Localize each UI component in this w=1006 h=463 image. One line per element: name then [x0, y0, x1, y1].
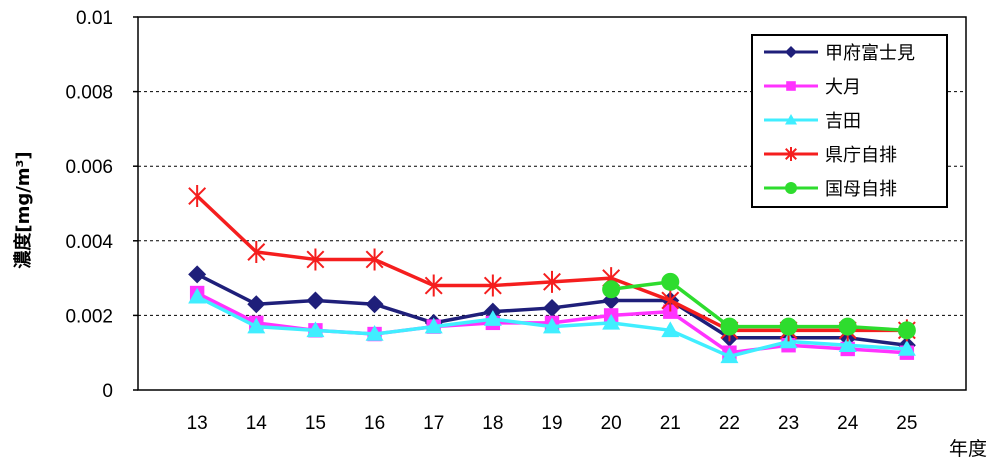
legend-marker: [785, 147, 797, 161]
data-point: [247, 295, 266, 314]
data-point: [188, 185, 207, 208]
data-point: [306, 321, 325, 338]
series-5: [602, 272, 916, 340]
legend-label: 大月: [825, 77, 861, 98]
y-tick-label: 0: [102, 381, 113, 402]
data-point: [483, 310, 502, 326]
legend-label: 甲府富士見: [825, 43, 915, 64]
legend-entry: 吉田: [764, 111, 861, 132]
legend-entry: 大月: [764, 77, 861, 98]
data-point: [365, 295, 384, 314]
x-tick-label: 19: [541, 413, 562, 434]
legend-marker: [785, 114, 797, 125]
data-point: [188, 287, 207, 304]
data-point: [663, 304, 678, 319]
data-point: [247, 317, 266, 334]
data-point: [306, 291, 325, 310]
data-point: [720, 347, 739, 364]
legend-marker: [786, 81, 796, 91]
data-point: [365, 248, 384, 271]
x-tick-label: 15: [305, 413, 326, 434]
data-point: [543, 317, 561, 334]
legend-marker: [785, 46, 797, 58]
data-point: [543, 270, 561, 293]
legend-label: 県庁自排: [825, 145, 897, 166]
data-point: [720, 317, 739, 336]
data-point: [897, 339, 916, 356]
y-tick-label: 0.008: [65, 83, 113, 104]
x-tick-label: 18: [482, 413, 503, 434]
y-tick-label: 0.002: [65, 306, 113, 327]
plot-area-frame: [137, 16, 967, 391]
x-tick-label: 14: [246, 413, 268, 434]
x-tick-label: 25: [896, 413, 917, 434]
data-point: [306, 248, 325, 271]
data-point: [543, 298, 561, 317]
x-tick-label: 22: [719, 413, 740, 434]
x-axis-label: 年度: [949, 438, 987, 460]
legend-entry: 甲府富士見: [764, 43, 915, 64]
data-point: [188, 265, 207, 284]
y-axis-label: 濃度[mg/m³]: [12, 151, 34, 268]
x-tick-label: 13: [187, 413, 208, 434]
data-point: [602, 313, 621, 330]
data-point: [365, 325, 384, 341]
y-tick-label: 0.01: [76, 8, 113, 29]
data-point: [661, 289, 680, 312]
series-group: [188, 185, 916, 364]
data-point: [897, 321, 916, 340]
data-point: [602, 280, 621, 299]
data-point: [661, 321, 680, 338]
data-point: [779, 317, 798, 336]
legend-entry: 県庁自排: [764, 145, 897, 166]
legend-label: 国母自排: [825, 179, 897, 200]
x-tick-label: 16: [364, 413, 385, 434]
series-line: [610, 280, 907, 333]
data-point: [661, 272, 680, 291]
legend-entry: 国母自排: [764, 179, 897, 200]
y-tick-label: 0.004: [65, 232, 113, 253]
data-point: [247, 240, 266, 263]
y-axis: 0 0.002 0.004 0.006 0.008 0.01: [65, 8, 138, 402]
x-tick-label: 23: [778, 413, 799, 434]
x-axis: 13 14 15 16 17 18 19 20 21 22 23 24 25: [187, 413, 918, 434]
data-point: [424, 317, 443, 334]
data-point: [424, 274, 443, 297]
data-point: [838, 317, 857, 336]
data-point: [483, 274, 502, 297]
series-3: [188, 287, 916, 364]
y-tick-label: 0.006: [65, 157, 113, 178]
legend-marker: [785, 182, 797, 194]
x-tick-label: 20: [601, 413, 622, 434]
data-point: [838, 336, 857, 352]
x-tick-label: 21: [660, 413, 681, 434]
x-tick-label: 24: [837, 413, 859, 434]
x-tick-label: 17: [423, 413, 444, 434]
legend-label: 吉田: [825, 111, 861, 132]
